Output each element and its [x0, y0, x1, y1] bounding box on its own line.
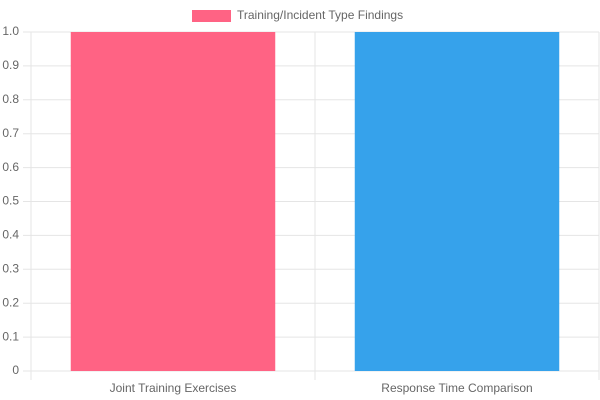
y-tick-label: 0.3	[2, 261, 19, 275]
y-tick-label: 0.7	[2, 126, 19, 140]
legend-swatch	[192, 10, 231, 22]
y-tick-label: 0.4	[2, 228, 19, 242]
y-tick-label: 0.8	[2, 92, 19, 106]
x-tick-label: Joint Training Exercises	[110, 381, 237, 395]
y-tick-label: 0.6	[2, 160, 19, 174]
y-tick-label: 0.1	[2, 329, 19, 343]
bar	[70, 32, 276, 371]
y-tick-label: 0.2	[2, 295, 19, 309]
y-tick-label: 0.9	[2, 58, 19, 72]
y-tick-label: 1.0	[2, 24, 19, 38]
y-tick-label: 0	[12, 363, 19, 377]
legend-label: Training/Incident Type Findings	[237, 8, 403, 22]
y-tick-label: 0.5	[2, 194, 19, 208]
bar	[354, 32, 560, 371]
x-tick-label: Response Time Comparison	[381, 381, 532, 395]
